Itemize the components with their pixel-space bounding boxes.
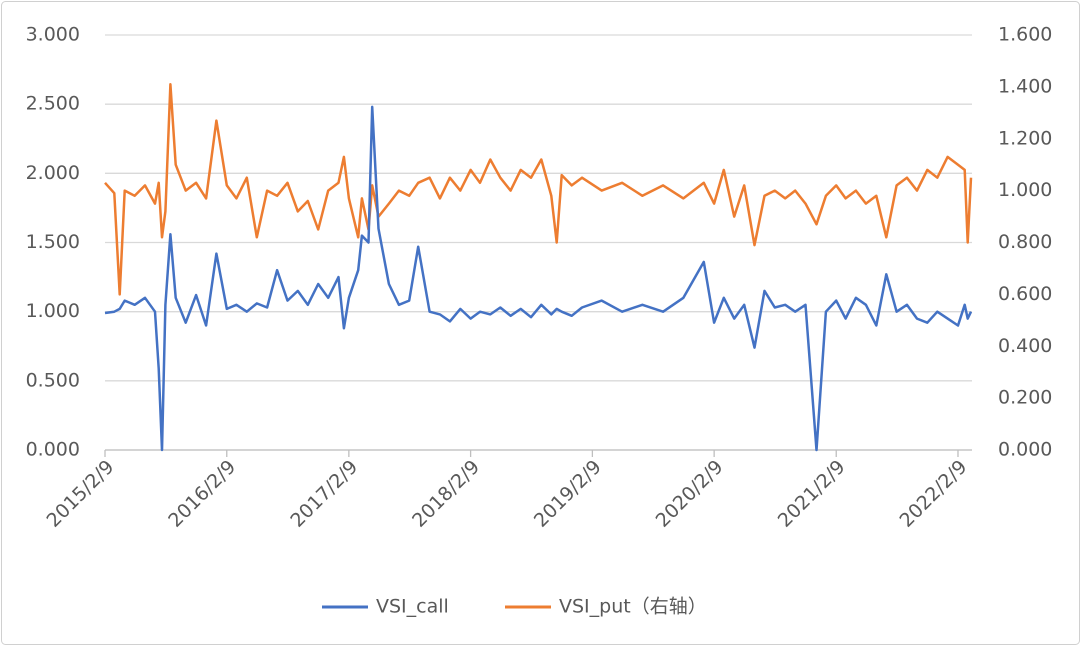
y-tick-label: 2.500	[26, 93, 80, 115]
y-tick-label: 1.000	[26, 300, 80, 322]
y2-tick-label: 1.400	[998, 75, 1052, 97]
y-tick-label: 0.000	[26, 439, 80, 461]
y-tick-label: 2.000	[26, 162, 80, 184]
series-line	[104, 105, 973, 452]
y-tick-label: 1.500	[26, 231, 80, 253]
y-tick-label: 3.000	[26, 24, 80, 46]
y2-tick-label: 1.000	[998, 179, 1052, 201]
y2-tick-label: 0.800	[998, 231, 1052, 253]
y2-tick-label: 0.600	[998, 283, 1052, 305]
y-tick-label: 0.500	[26, 369, 80, 391]
series-line	[104, 83, 973, 296]
y2-tick-label: 0.200	[998, 387, 1052, 409]
y2-tick-label: 0.400	[998, 335, 1052, 357]
legend-label: VSI_put（右轴）	[559, 596, 707, 618]
y2-tick-label: 1.200	[998, 127, 1052, 149]
y2-tick-label: 0.000	[998, 439, 1052, 461]
y2-tick-label: 1.600	[998, 24, 1052, 46]
legend-label: VSI_call	[376, 596, 449, 618]
